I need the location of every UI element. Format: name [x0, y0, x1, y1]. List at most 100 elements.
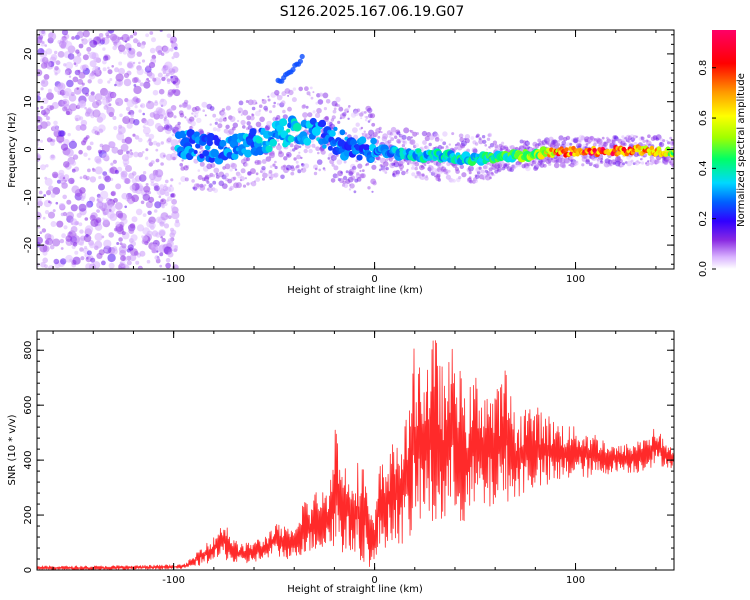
heatmap-halo-cell	[342, 175, 348, 181]
heatmap-noise-cell	[78, 203, 87, 212]
heatmap-noise-cell	[113, 198, 118, 203]
heatmap-noise-cell	[50, 221, 57, 227]
heatmap-noise-cell	[112, 45, 117, 51]
heatmap-halo-cell	[398, 163, 404, 170]
heatmap-halo-cell	[569, 142, 573, 146]
heatmap-halo-cell	[382, 133, 388, 140]
heatmap-halo-cell	[330, 154, 337, 161]
heatmap-noise-cell	[127, 152, 133, 158]
heatmap-noise-cell	[44, 44, 47, 47]
heatmap-halo-cell	[480, 169, 485, 174]
heatmap-halo-cell	[191, 126, 194, 129]
heatmap-halo-cell	[333, 165, 339, 171]
heatmap-noise-cell	[139, 250, 146, 257]
heatmap-halo-cell	[178, 182, 182, 185]
heatmap-halo-cell	[296, 154, 301, 160]
heatmap-noise-cell	[113, 227, 118, 232]
heatmap-halo-cell	[215, 172, 219, 176]
heatmap-noise-cell	[125, 106, 131, 112]
heatmap-noise-cell	[116, 132, 125, 141]
heatmap-noise-cell	[39, 231, 43, 235]
heatmap-halo-cell	[402, 140, 408, 145]
spectrogram-x-axis-label: Height of straight line (km)	[287, 285, 423, 296]
heatmap-noise-cell	[86, 46, 92, 52]
snr-x-tick-label: -100	[162, 575, 185, 586]
heatmap-halo-cell	[372, 132, 378, 138]
heatmap-halo-cell	[293, 157, 297, 161]
heatmap-halo-cell	[255, 121, 262, 128]
heatmap-halo-cell	[501, 141, 505, 145]
heatmap-noise-cell	[71, 161, 74, 165]
heatmap-halo-cell	[464, 134, 470, 140]
heatmap-ridge-cell	[292, 122, 302, 132]
heatmap-halo-cell	[269, 165, 273, 169]
heatmap-noise-cell	[133, 251, 139, 256]
figure-title: S126.2025.167.06.19.G07	[280, 4, 465, 20]
spectrogram-x-tick-label: 0	[371, 274, 377, 285]
heatmap-noise-cell	[80, 256, 85, 261]
heatmap-noise-cell	[39, 244, 48, 253]
heatmap-halo-cell	[486, 148, 489, 151]
heatmap-noise-cell	[135, 98, 141, 103]
heatmap-halo-cell	[436, 173, 441, 178]
heatmap-halo-cell	[439, 138, 443, 142]
heatmap-noise-cell	[103, 239, 112, 248]
heatmap-noise-cell	[171, 198, 178, 205]
heatmap-noise-cell	[54, 50, 58, 55]
heatmap-halo-cell	[470, 136, 475, 140]
heatmap-noise-cell	[106, 106, 115, 116]
heatmap-halo-cell	[496, 167, 502, 173]
heatmap-noise-cell	[50, 192, 56, 198]
heatmap-halo-cell	[221, 108, 226, 112]
heatmap-halo-cell	[274, 160, 277, 164]
heatmap-noise-cell	[171, 133, 175, 137]
heatmap-halo-cell	[315, 101, 319, 105]
heatmap-halo-cell	[244, 177, 247, 180]
colorbar-ticks: 0.0 0.2 0.4 0.6 0.8	[698, 60, 716, 277]
heatmap-halo-cell	[331, 115, 336, 120]
heatmap-noise-cell	[85, 202, 92, 208]
heatmap-halo-cell	[229, 185, 234, 190]
heatmap-halo-cell	[333, 107, 337, 111]
heatmap-halo-cell	[645, 161, 650, 166]
heatmap-halo-cell	[422, 166, 426, 170]
heatmap-halo-cell	[355, 122, 360, 127]
heatmap-noise-cell	[124, 40, 128, 43]
heatmap-halo-cell	[347, 106, 350, 110]
heatmap-halo-cell	[180, 176, 187, 182]
heatmap-noise-cell	[171, 56, 175, 60]
heatmap-noise-cell	[73, 154, 77, 158]
heatmap-halo-cell	[487, 132, 493, 138]
heatmap-noise-cell	[63, 63, 67, 67]
heatmap-halo-cell	[199, 161, 205, 167]
heatmap-halo-cell	[221, 183, 228, 190]
heatmap-noise-cell	[145, 33, 150, 38]
heatmap-noise-cell	[79, 247, 84, 252]
heatmap-halo-cell	[276, 144, 282, 151]
heatmap-halo-cell	[489, 176, 492, 180]
heatmap-noise-cell	[120, 255, 126, 262]
heatmap-halo-cell	[371, 122, 376, 127]
heatmap-halo-cell	[666, 139, 669, 142]
heatmap-halo-cell	[424, 176, 429, 181]
heatmap-noise-cell	[79, 124, 87, 131]
heatmap-noise-cell	[77, 78, 84, 85]
heatmap-halo-cell	[600, 160, 604, 164]
heatmap-halo-cell	[283, 164, 287, 168]
heatmap-noise-cell	[109, 78, 113, 81]
heatmap-halo-cell	[363, 130, 366, 133]
heatmap-halo-cell	[227, 178, 233, 184]
heatmap-noise-cell	[79, 187, 86, 194]
heatmap-halo-cell	[289, 143, 294, 148]
heatmap-noise-cell	[110, 191, 116, 196]
heatmap-noise-cell	[141, 235, 144, 239]
heatmap-ridge-cell	[206, 132, 215, 142]
heatmap-halo-cell	[332, 109, 337, 114]
heatmap-halo-cell	[478, 139, 484, 145]
heatmap-noise-cell	[87, 79, 92, 84]
heatmap-noise-cell	[125, 115, 129, 119]
heatmap-noise-cell	[67, 53, 75, 60]
heatmap-halo-cell	[548, 162, 552, 166]
heatmap-noise-cell	[128, 228, 135, 235]
heatmap-ridge-cell	[333, 126, 338, 132]
